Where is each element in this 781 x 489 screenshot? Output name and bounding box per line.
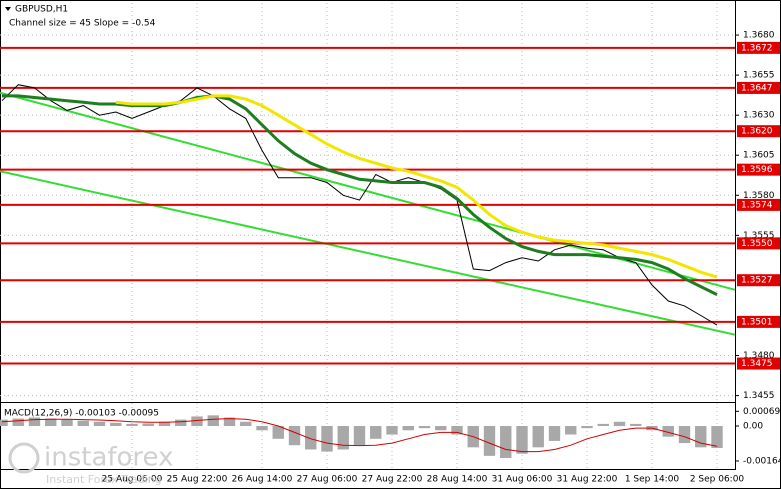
x-tick-label: 28 Aug 14:00 bbox=[427, 475, 488, 485]
macd-bar bbox=[483, 426, 496, 456]
x-tick-label: 25 Aug 06:00 bbox=[102, 475, 163, 485]
x-tick-label: 27 Aug 06:00 bbox=[297, 475, 358, 485]
macd-bar bbox=[548, 426, 561, 441]
macd-bar bbox=[158, 421, 171, 427]
macd-bar bbox=[711, 426, 723, 448]
y-tick-label: 1.3580 bbox=[743, 191, 775, 201]
level-label: 1.3672 bbox=[741, 43, 773, 53]
macd-bar bbox=[256, 426, 268, 431]
price-line bbox=[2, 94, 718, 296]
macd-bar bbox=[500, 426, 512, 458]
macd-bar bbox=[77, 420, 89, 427]
macd-bar bbox=[532, 426, 544, 448]
macd-bar bbox=[12, 418, 24, 427]
level-label: 1.3620 bbox=[741, 127, 773, 137]
macd-bar bbox=[28, 417, 41, 427]
macd-bar bbox=[435, 426, 447, 431]
level-label-box bbox=[737, 41, 780, 54]
macd-bar bbox=[321, 426, 333, 452]
macd-bar bbox=[516, 426, 528, 454]
logo-icon bbox=[8, 442, 40, 474]
macd-bar bbox=[662, 426, 674, 437]
level-label: 1.3527 bbox=[741, 276, 773, 286]
macd-bar bbox=[240, 421, 252, 427]
macd-bar bbox=[402, 426, 414, 431]
level-label-box bbox=[737, 198, 780, 211]
level-label: 1.3574 bbox=[741, 200, 773, 210]
y-tick-label: 0.00 bbox=[743, 422, 763, 432]
signal-line bbox=[1, 418, 718, 453]
brand-name: instaforex bbox=[44, 443, 173, 473]
macd-bar bbox=[597, 423, 609, 427]
macd-bar bbox=[630, 423, 642, 427]
level-label-box bbox=[737, 237, 780, 250]
x-tick-label: 2 Sep 06:00 bbox=[690, 475, 745, 485]
macd-bar bbox=[305, 426, 317, 450]
channel-line bbox=[0, 170, 736, 336]
macd-bar bbox=[191, 416, 203, 427]
macd-bar bbox=[45, 418, 57, 427]
logo: instaforex Instant Forex Trading bbox=[8, 442, 173, 486]
chart-title: GBPUSD,H1 bbox=[15, 5, 68, 15]
macd-bar bbox=[565, 426, 577, 435]
macd-bar bbox=[207, 415, 219, 427]
macd-bar bbox=[386, 426, 398, 435]
macd-bar bbox=[0, 419, 8, 427]
macd-bar bbox=[223, 417, 236, 427]
macd-bar bbox=[695, 426, 707, 448]
y-tick-label: 0.00069 bbox=[743, 407, 780, 417]
macd-bar bbox=[613, 421, 626, 427]
x-tick-label: 25 Aug 22:00 bbox=[167, 475, 228, 485]
y-tick-label: -0.00164 bbox=[743, 456, 781, 466]
macd-bar bbox=[126, 423, 138, 427]
level-label-box bbox=[737, 315, 780, 328]
macd-bar bbox=[288, 426, 301, 446]
x-tick-label: 1 Sep 14:00 bbox=[625, 475, 680, 485]
price-line bbox=[115, 94, 718, 279]
y-tick-label: 1.3630 bbox=[743, 111, 775, 121]
y-tick-label: 1.3555 bbox=[743, 231, 775, 241]
macd-bar bbox=[61, 419, 73, 427]
y-tick-label: 1.3605 bbox=[743, 151, 775, 161]
level-label: 1.3647 bbox=[741, 83, 773, 93]
level-label: 1.3501 bbox=[741, 317, 773, 327]
level-label: 1.3596 bbox=[741, 165, 773, 175]
macd-bar bbox=[353, 426, 366, 446]
macd-bar bbox=[370, 426, 382, 439]
macd-bar bbox=[418, 426, 431, 429]
macd-bar bbox=[451, 426, 463, 435]
macd-bar bbox=[581, 426, 593, 429]
y-tick-label: 1.3680 bbox=[743, 31, 775, 41]
level-label-box bbox=[737, 81, 780, 94]
level-label-box bbox=[737, 163, 780, 176]
level-label-box bbox=[737, 274, 780, 287]
y-tick-label: 1.3480 bbox=[743, 351, 775, 361]
macd-bar bbox=[337, 426, 349, 450]
level-label: 1.3550 bbox=[741, 239, 773, 249]
macd-bar bbox=[175, 419, 187, 427]
macd-bar bbox=[272, 426, 284, 439]
y-tick-label: 1.3455 bbox=[743, 391, 775, 401]
level-label: 1.3475 bbox=[741, 359, 773, 369]
x-tick-label: 31 Aug 22:00 bbox=[557, 475, 618, 485]
symbol-arrow bbox=[5, 7, 11, 11]
chart-subtitle: Channel size = 45 Slope = -0.54 bbox=[9, 19, 156, 29]
price-line bbox=[1, 84, 718, 326]
macd-bar bbox=[142, 423, 154, 427]
macd-title: MACD(12,26,9) -0.00103 -0.00095 bbox=[4, 409, 159, 419]
level-label-box bbox=[737, 357, 780, 370]
level-label-box bbox=[737, 125, 780, 138]
y-tick-label: 1.3655 bbox=[743, 71, 775, 81]
macd-bar bbox=[678, 426, 691, 444]
x-tick-label: 27 Aug 22:00 bbox=[362, 475, 423, 485]
x-tick-label: 26 Aug 14:00 bbox=[232, 475, 293, 485]
macd-bar bbox=[110, 422, 122, 427]
brand-tagline: Instant Forex Trading bbox=[46, 473, 162, 486]
macd-bar bbox=[93, 421, 106, 427]
x-tick-label: 31 Aug 06:00 bbox=[492, 475, 553, 485]
